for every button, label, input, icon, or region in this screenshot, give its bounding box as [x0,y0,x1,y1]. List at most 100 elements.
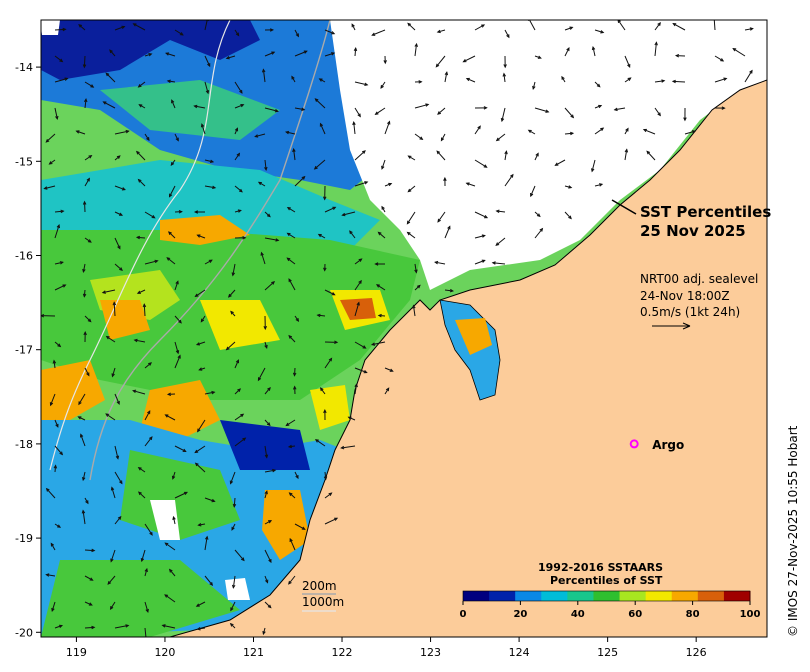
current-vector-head [527,129,532,134]
current-vector-head [200,318,205,323]
current-vector [314,159,326,170]
current-vector [617,20,626,31]
current-vector-head [242,437,247,442]
current-vector [474,259,485,265]
current-vector [744,28,753,31]
x-tick-label: 120 [154,646,175,659]
current-vector-head [371,32,376,36]
current-vector [133,390,146,395]
current-vector [54,77,68,83]
current-vector-head [58,624,64,628]
current-vector-head [328,357,333,362]
current-vector-head [484,215,489,219]
current-vector-head [295,33,299,38]
current-vector-head [364,181,369,185]
current-vector-head [554,162,559,166]
current-vector-head [57,524,62,528]
current-vector-head [749,27,754,31]
current-vector-head [261,68,266,73]
colorbar-title-line1: 1992-2016 SSTAARS [538,561,663,574]
current-vector-head [354,383,358,388]
current-vector [137,236,146,239]
current-vector [354,48,357,57]
current-vector-head [351,23,355,28]
current-vector [466,78,476,83]
current-vector [165,414,176,421]
current-vector-head [132,23,137,27]
current-vector-head [86,372,90,377]
current-vector [594,127,604,135]
current-info-line1: NRT00 adj. sealevel [640,272,758,286]
current-vector [264,575,269,583]
current-vector [232,575,236,588]
current-vector [286,131,296,135]
current-vector [50,543,56,551]
current-vector-head [295,475,299,480]
current-vector-head [271,51,276,55]
current-vector [234,388,241,395]
current-vector [643,129,656,135]
current-vector-head [268,559,272,564]
x-tick-label: 123 [420,646,441,659]
current-vector-head [323,408,327,414]
current-vector-head [91,625,96,630]
current-vector-head [388,182,393,187]
current-vector-head [331,52,336,56]
current-vector [230,471,236,484]
colorbar-tick-label: 80 [686,609,700,620]
current-vector [255,133,266,138]
current-vector [264,107,278,112]
current-vector [53,360,56,369]
current-vector-head [102,101,107,105]
current-vector [354,181,368,187]
current-vector [258,181,266,187]
current-vector-head [45,138,50,143]
current-vector-head [240,557,245,562]
current-vector-head [449,288,454,293]
current-vector-head [237,388,242,393]
current-vector [114,624,129,629]
current-vector-head [444,71,449,76]
current-vector-head [149,531,153,536]
current-vector [264,601,272,608]
current-vector [105,72,116,83]
current-vector-head [263,326,267,331]
current-vector [564,107,574,118]
current-vector [288,575,296,585]
current-vector-head [286,257,291,262]
current-vector [134,339,146,343]
current-vector [324,492,332,499]
current-vector [174,133,179,141]
current-vector [262,69,266,83]
current-vector-head [137,466,142,471]
current-vector [233,497,236,507]
current-vector-head [313,165,318,170]
current-vector [144,436,153,447]
current-vector-head [657,112,661,117]
colorbar-frame [462,590,751,602]
current-vector [315,98,326,109]
current-vector-head [385,387,390,392]
current-vector-head [462,59,467,63]
current-vector-head [500,117,505,123]
current-vector [354,150,366,161]
current-vector [109,49,116,57]
current-vector-head [197,428,201,433]
current-vector-head [178,210,183,214]
current-vector-head [133,338,138,343]
current-vector [82,263,86,272]
bathymetry-200m [89,20,331,481]
current-vector [226,55,236,59]
current-vector [348,416,356,421]
current-vector-head [57,343,62,348]
current-vector [264,520,272,525]
current-vector-head [340,445,345,450]
current-vector-head [166,392,172,396]
current-vector-head [205,90,210,95]
current-vector-head [78,401,82,406]
current-vector [293,149,296,161]
current-vector [234,413,244,421]
current-vector [114,471,123,484]
current-vector [324,358,332,369]
current-vector-head [137,491,142,496]
